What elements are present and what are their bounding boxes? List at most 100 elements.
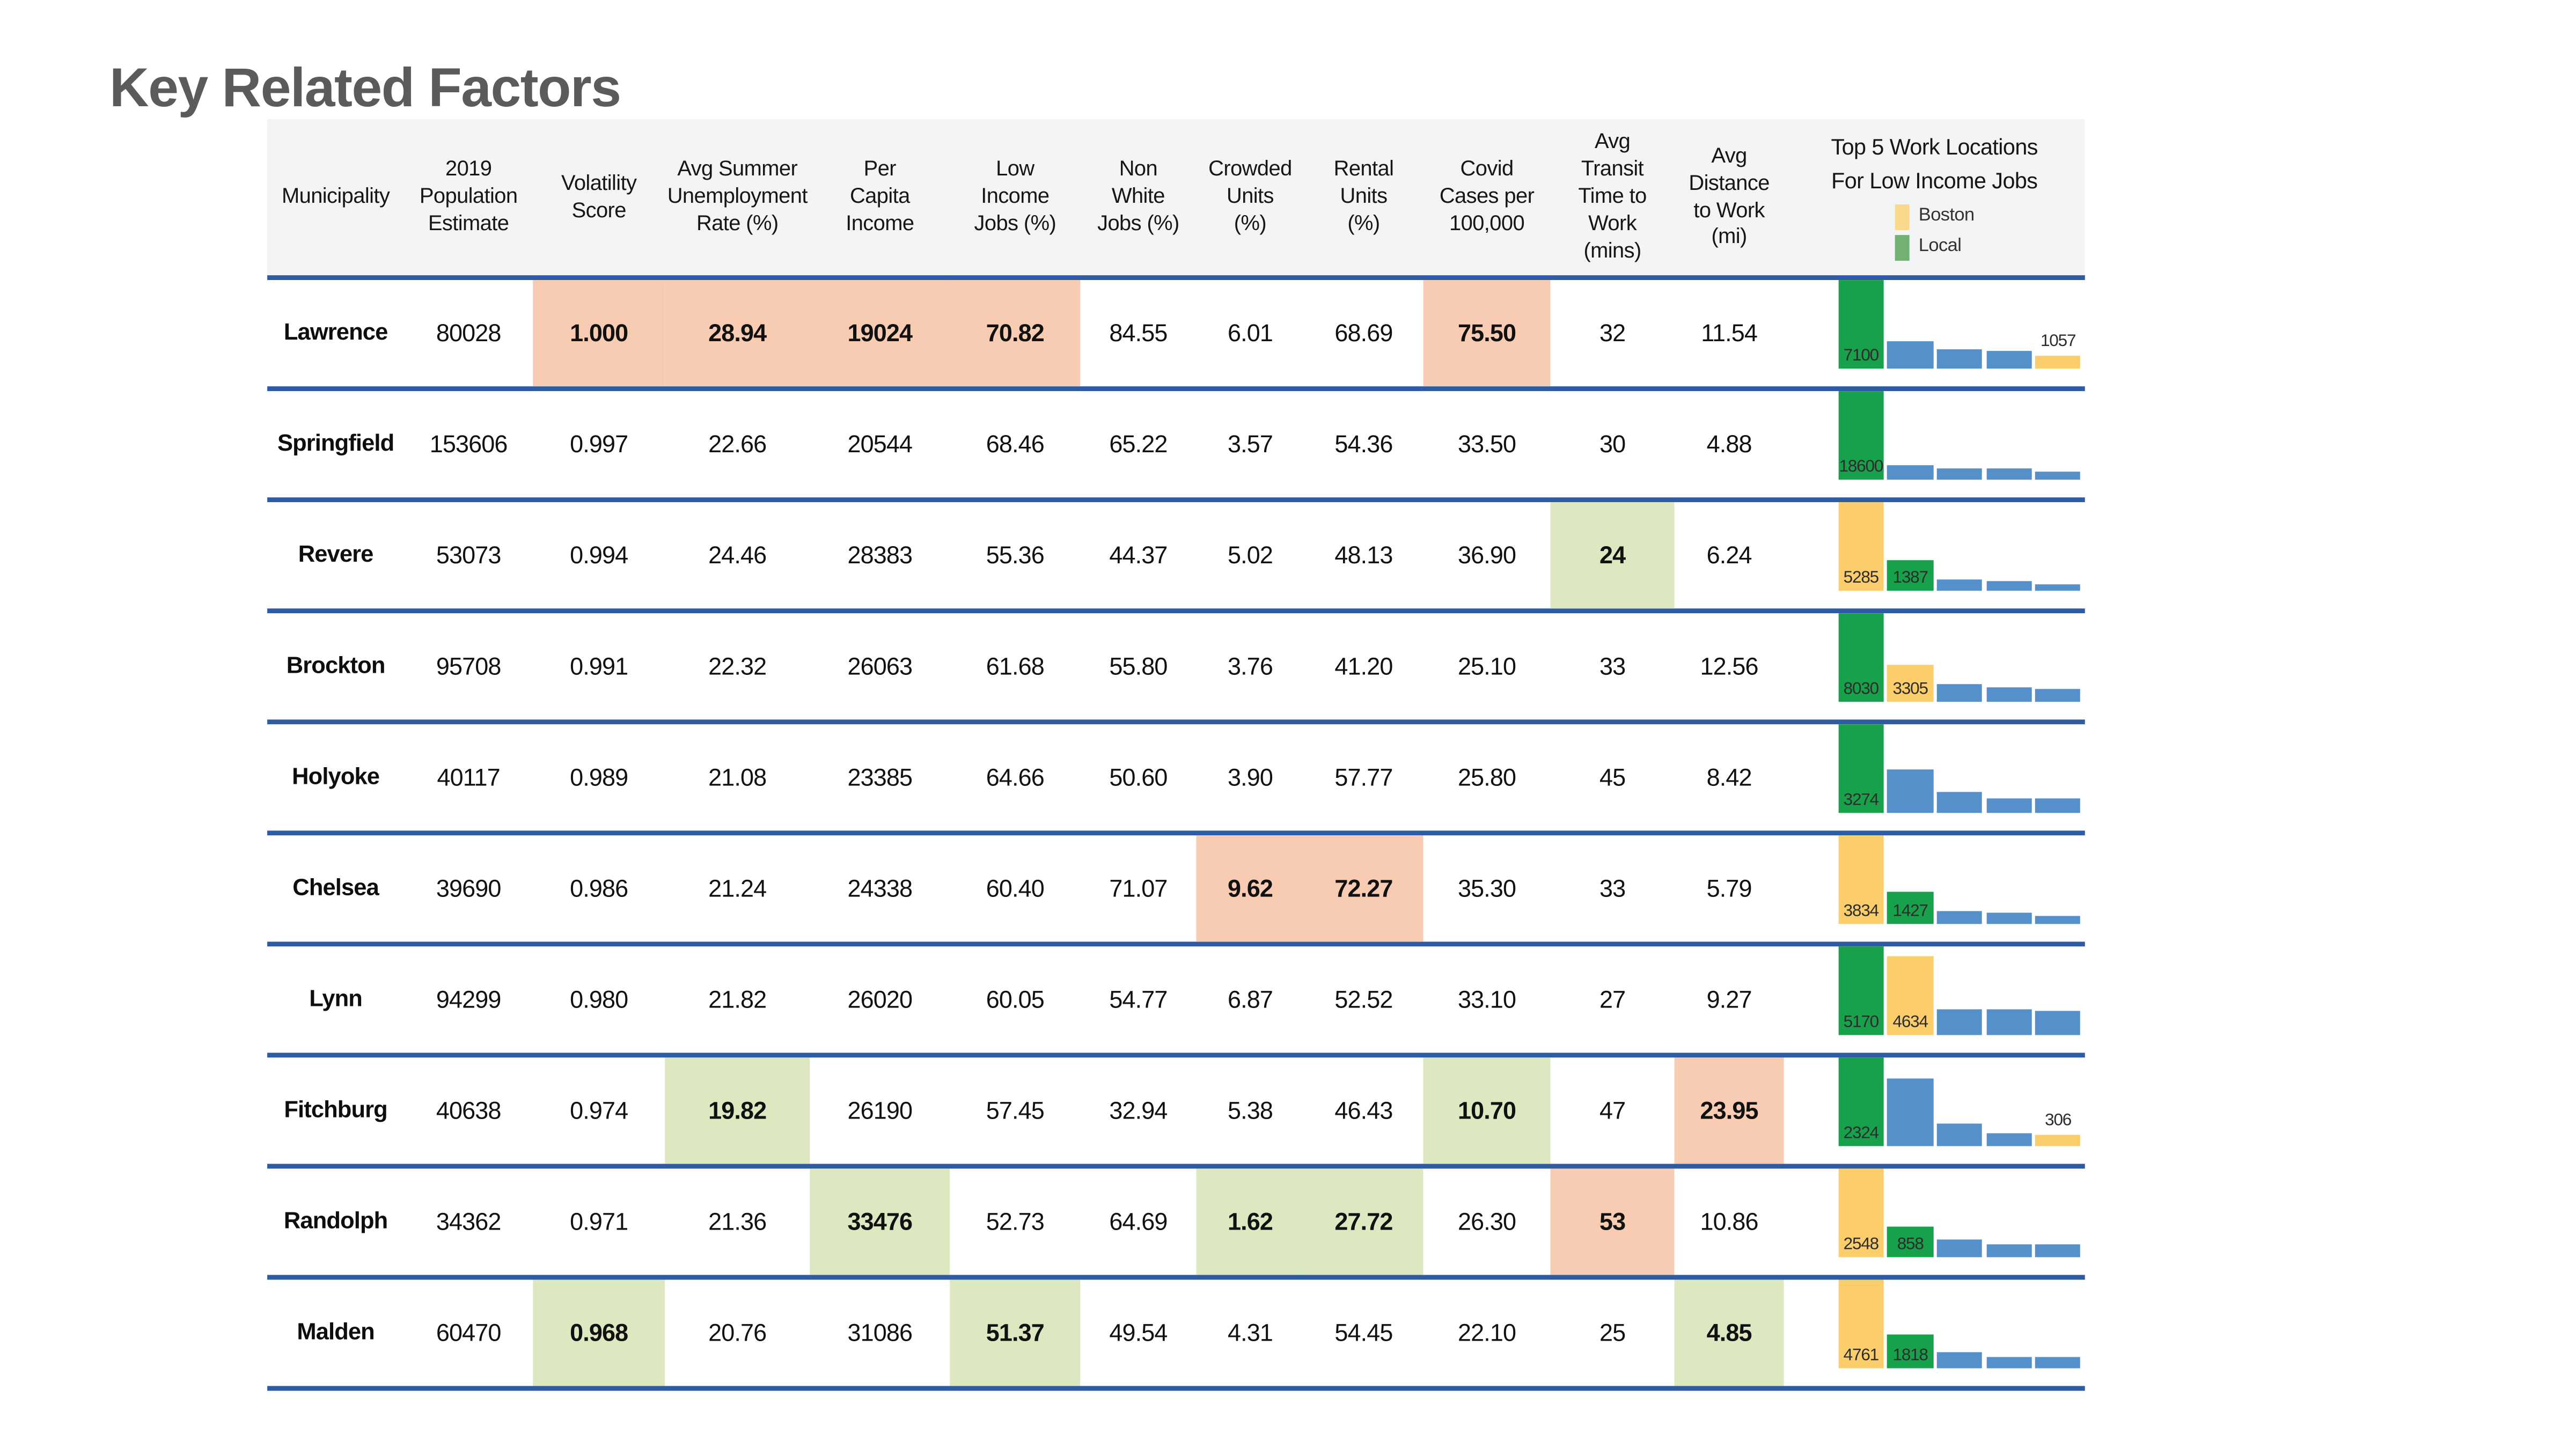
- value-cell: 10.86: [1700, 1208, 1759, 1235]
- bar-other-location: [1986, 913, 2032, 924]
- value-cell: 3.57: [1227, 430, 1273, 458]
- value-cell: 3.76: [1227, 652, 1273, 680]
- bar-other-location: [1936, 792, 1983, 813]
- value-cell: 19024: [810, 280, 950, 387]
- bar-value-label: 1427: [1892, 900, 1929, 920]
- value-cell: 6.01: [1227, 319, 1273, 347]
- value-cell: 19.82: [665, 1057, 810, 1164]
- bar-other-location: [1986, 798, 2032, 813]
- value-cell: 153606: [429, 430, 508, 458]
- top5-work-locations-bar-chart: 5170 4634: [1784, 946, 2085, 1053]
- value-cell: 47: [1599, 1097, 1626, 1124]
- top5-work-locations-bar-chart: 3274: [1784, 724, 2085, 830]
- table-row-brockton: Brockton 95708 0.991 22.32 26063 61.68 55.80 3.…: [267, 613, 2085, 725]
- value-cell: 57.77: [1334, 763, 1393, 791]
- value-cell: 75.50: [1423, 280, 1551, 387]
- value-cell: 5.38: [1227, 1097, 1273, 1124]
- bar-other-location: [2035, 1244, 2081, 1257]
- value-cell: 6.24: [1706, 541, 1752, 569]
- bar-value-label: 5170: [1843, 1011, 1880, 1031]
- value-cell: 28.94: [665, 280, 810, 387]
- value-cell: 33: [1599, 652, 1626, 680]
- bar-other-location: [2035, 472, 2081, 480]
- bar-other-location: [1936, 1124, 1983, 1146]
- value-cell: 23.95: [1674, 1057, 1784, 1164]
- value-cell: 33.10: [1457, 985, 1516, 1013]
- column-header-non: Non White Jobs (%): [1097, 156, 1179, 235]
- bar-value-label: 858: [1897, 1233, 1924, 1253]
- bar-other-location: [1887, 768, 1933, 813]
- bar-other-location: [1887, 466, 1933, 480]
- table-row-lynn: Lynn 94299 0.980 21.82 26020 60.05 54.77 6.87 52…: [267, 946, 2085, 1058]
- municipality-cell: Lynn: [309, 987, 363, 1013]
- municipality-cell: Lawrence: [283, 320, 388, 347]
- table-row-springfield: Springfield 153606 0.997 22.66 20544 68.46 65.…: [267, 391, 2085, 503]
- bar-value-label: 4634: [1892, 1011, 1929, 1031]
- municipality-cell: Springfield: [277, 431, 394, 458]
- bar-value-label: 18600: [1839, 456, 1884, 476]
- bar-value-label: 4761: [1843, 1345, 1880, 1365]
- legend-item-boston: Boston: [1894, 204, 1975, 230]
- municipality-cell: Brockton: [286, 653, 386, 680]
- value-cell: 84.55: [1109, 319, 1168, 347]
- value-cell: 60.05: [986, 985, 1045, 1013]
- column-header-top5-work-locations: Top 5 Work Locations For Low Income Jobs B…: [1784, 119, 2085, 275]
- top5-work-locations-bar-chart: 4761 1818: [1784, 1279, 2085, 1386]
- value-cell: 4.88: [1706, 430, 1752, 458]
- table-body: Lawrence 80028 1.000 28.94 19024 70.82 84.55 6.…: [267, 280, 2085, 1391]
- value-cell: 8.42: [1706, 763, 1752, 791]
- bar-other-location: [1986, 687, 2032, 702]
- value-cell: 54.36: [1334, 430, 1393, 458]
- value-cell: 52.52: [1334, 985, 1393, 1013]
- value-cell: 9.27: [1706, 985, 1752, 1013]
- municipality-cell: Malden: [297, 1320, 375, 1346]
- value-cell: 26063: [847, 652, 913, 680]
- value-cell: 72.27: [1304, 835, 1423, 942]
- value-cell: 4.31: [1227, 1319, 1273, 1347]
- bar-local: [1838, 946, 1884, 1035]
- value-cell: 28383: [847, 541, 913, 569]
- value-cell: 40117: [437, 763, 500, 791]
- column-header-rental: Rental Units (%): [1333, 156, 1394, 235]
- value-cell: 5.02: [1227, 541, 1273, 569]
- value-cell: 34362: [436, 1208, 502, 1235]
- bar-value-label: 3305: [1892, 678, 1929, 698]
- top5-work-locations-bar-chart: 3834 1427: [1784, 835, 2085, 942]
- bar-local: [1887, 1227, 1933, 1257]
- bar-other-location: [1986, 1244, 2032, 1257]
- table-row-holyoke: Holyoke 40117 0.989 21.08 23385 64.66 50.60 3.9…: [267, 724, 2085, 836]
- value-cell: 0.974: [570, 1097, 628, 1124]
- value-cell: 48.13: [1334, 541, 1393, 569]
- bar-value-label: 3834: [1843, 900, 1880, 920]
- value-cell: 68.69: [1334, 319, 1393, 347]
- bar-local: [1838, 280, 1884, 369]
- value-cell: 24338: [847, 874, 913, 902]
- bar-other-location: [2035, 1357, 2081, 1369]
- value-cell: 51.37: [950, 1279, 1081, 1386]
- top5-work-locations-bar-chart: 7100 1057: [1784, 280, 2085, 386]
- bar-value-label: 8030: [1843, 678, 1880, 698]
- column-header-crowded: Crowded Units (%): [1208, 156, 1292, 235]
- value-cell: 22.32: [708, 652, 767, 680]
- legend-item-local: Local: [1894, 234, 1962, 261]
- value-cell: 80028: [436, 319, 502, 347]
- top5-work-locations-bar-chart: 18600: [1784, 391, 2085, 497]
- value-cell: 64.69: [1109, 1208, 1168, 1235]
- value-cell: 5.79: [1706, 874, 1752, 902]
- value-cell: 55.80: [1109, 652, 1168, 680]
- bar-other-location: [1986, 1008, 2032, 1035]
- legend-swatch-boston: [1894, 204, 1909, 230]
- value-cell: 21.24: [708, 874, 767, 902]
- table-row-randolph: Randolph 34362 0.971 21.36 33476 52.73 64.69 1.…: [267, 1168, 2085, 1280]
- column-header-avg-summer: Avg Summer Unemployment Rate (%): [667, 156, 808, 235]
- table-row-chelsea: Chelsea 39690 0.986 21.24 24338 60.40 71.07 9.6…: [267, 835, 2085, 947]
- bar-other-location: [1986, 468, 2032, 480]
- table-header-row: Municipality 2019 Population Estimate Vola…: [267, 119, 2085, 281]
- bar-other-location: [1986, 580, 2032, 591]
- value-cell: 0.980: [570, 985, 628, 1013]
- bar-value-label: 1387: [1892, 567, 1929, 587]
- bar-other-location: [1986, 1357, 2032, 1369]
- value-cell: 40638: [436, 1097, 502, 1124]
- bar-boston: [1887, 955, 1933, 1035]
- column-header-low: Low Income Jobs (%): [974, 156, 1056, 235]
